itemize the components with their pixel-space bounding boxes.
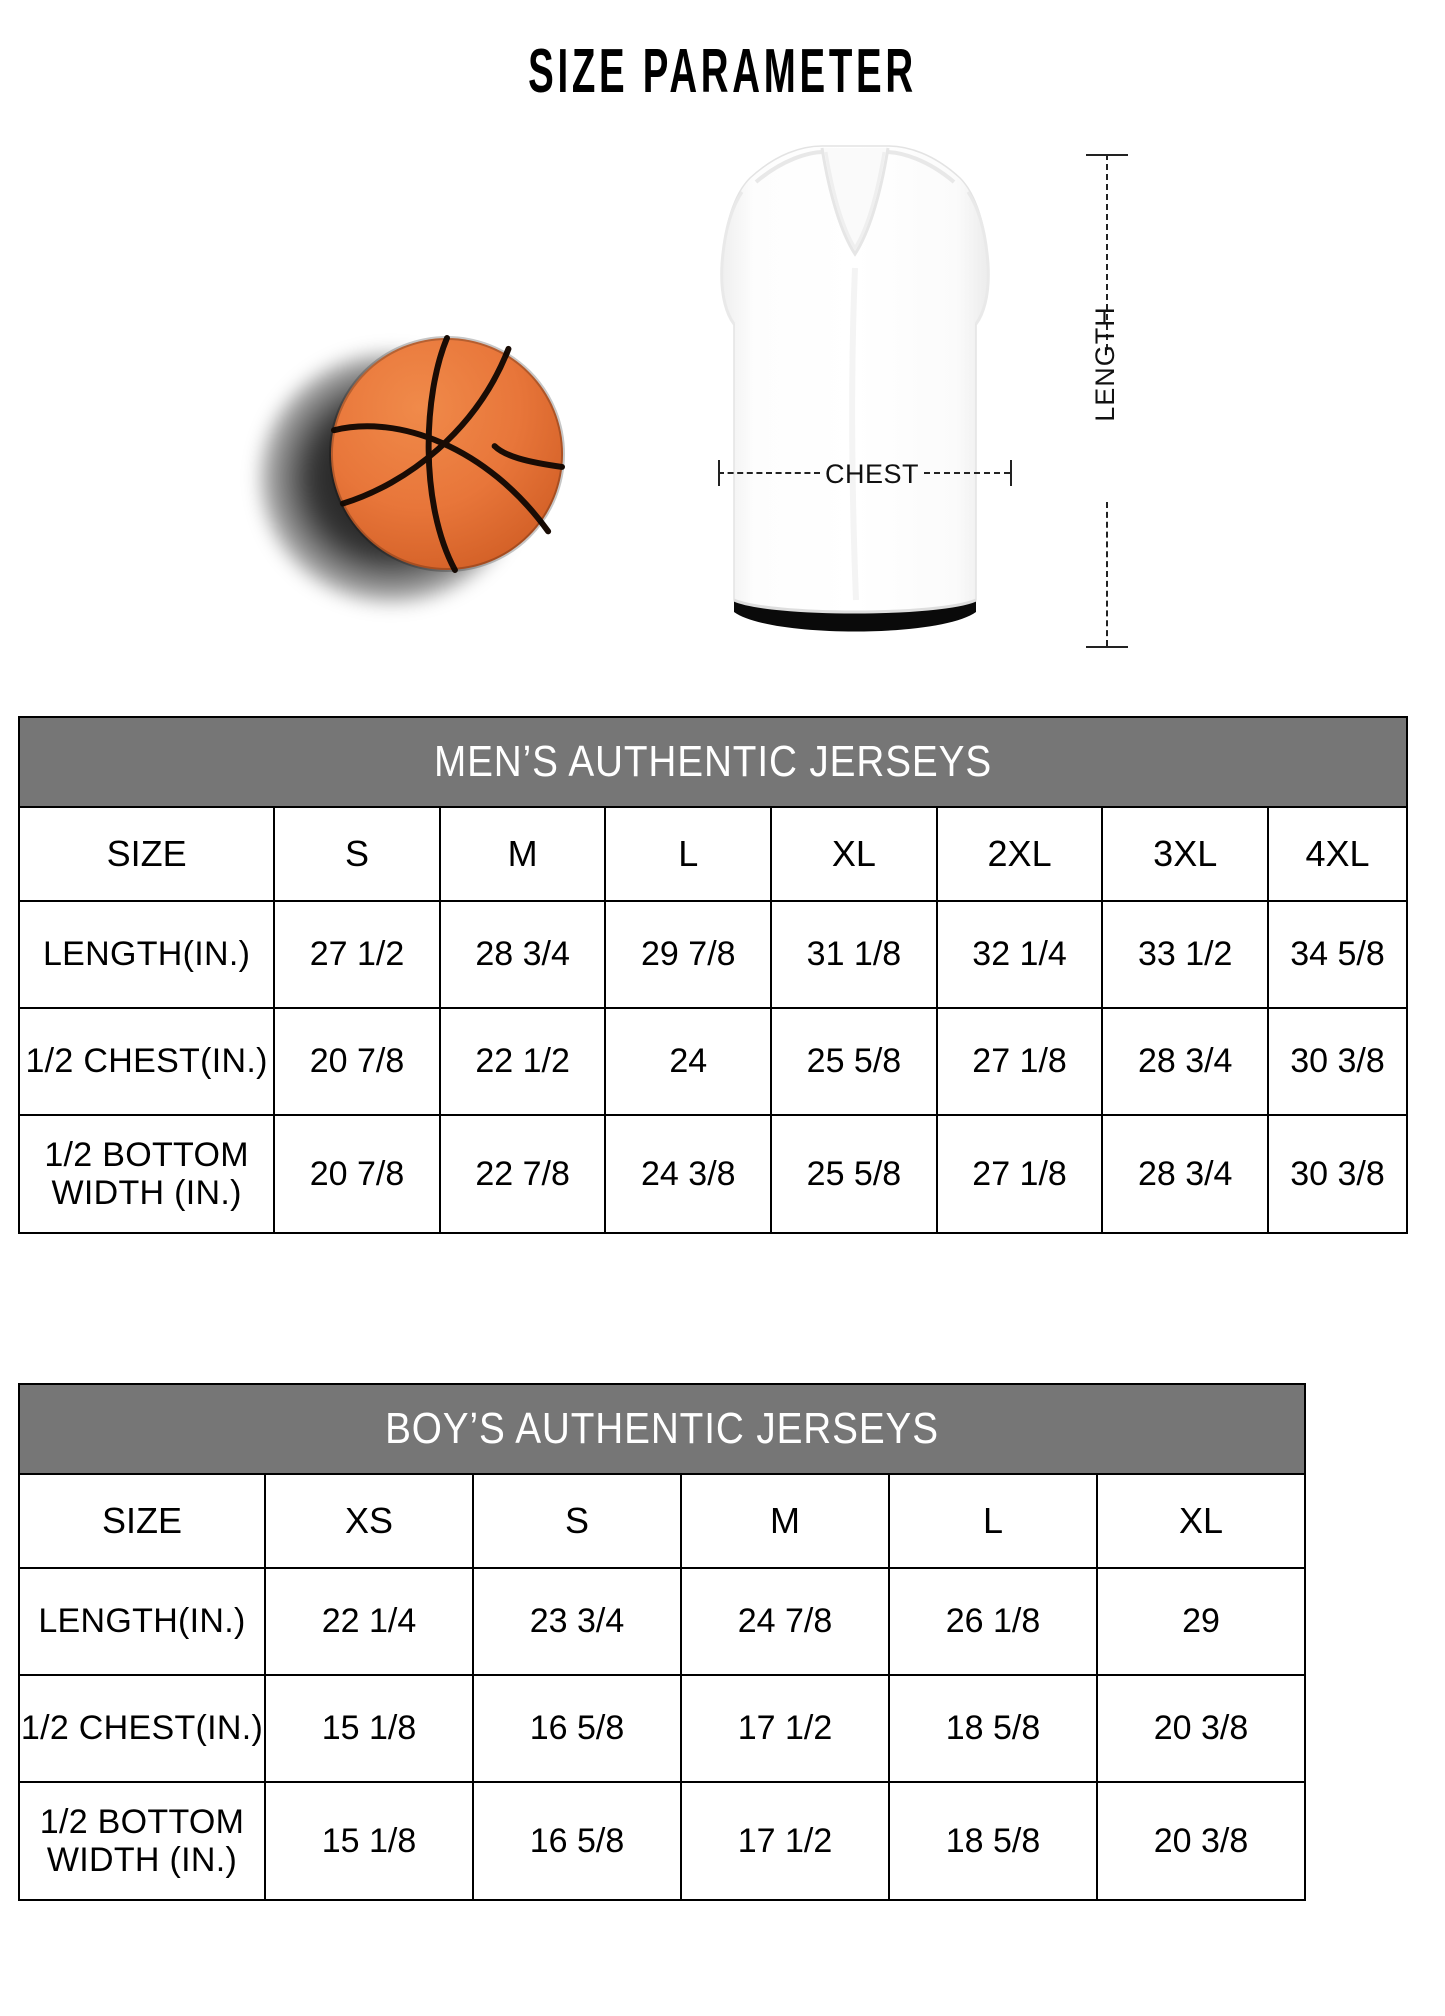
table-row: 1/2 CHEST(IN.) 15 1/8 16 5/8 17 1/2 18 5… (18, 1674, 1307, 1783)
boys-length-xs: 22 1/4 (264, 1567, 474, 1676)
mens-size-table: MEN’S AUTHENTIC JERSEYS SIZE S M L XL 2X… (17, 716, 1408, 1234)
mens-row-label-bottom-line2: WIDTH (IN.) (51, 1174, 242, 1212)
mens-size-3xl: 3XL (1101, 806, 1270, 902)
illustration-band: CHEST LENGTH (0, 130, 1445, 690)
mens-length-m: 28 3/4 (438, 900, 607, 1009)
mens-bottom-m: 22 7/8 (438, 1114, 607, 1234)
mens-row-label-chest: 1/2 CHEST(IN.) (17, 1007, 276, 1116)
mens-bottom-4xl: 30 3/8 (1267, 1114, 1408, 1234)
basketball-icon (328, 335, 566, 573)
mens-length-2xl: 32 1/4 (935, 900, 1104, 1009)
boys-chest-l: 18 5/8 (888, 1674, 1098, 1783)
boys-size-xs: XS (264, 1473, 474, 1569)
mens-row-label-bottom-width: 1/2 BOTTOM WIDTH (IN.) (17, 1114, 276, 1234)
mens-row-label-length: LENGTH(IN.) (17, 900, 276, 1009)
mens-bottom-s: 20 7/8 (273, 1114, 441, 1234)
boys-row-label-bottom-width: 1/2 BOTTOM WIDTH (IN.) (18, 1781, 266, 1901)
mens-chest-m: 22 1/2 (438, 1007, 607, 1116)
length-label: LENGTH (1090, 306, 1120, 422)
boys-length-l: 26 1/8 (888, 1567, 1098, 1676)
length-dimension: LENGTH (1060, 150, 1140, 650)
mens-length-l: 29 7/8 (604, 900, 773, 1009)
boys-size-table: BOY’S AUTHENTIC JERSEYS SIZE XS S M L XL… (17, 1383, 1307, 1901)
length-line-top (1106, 154, 1108, 350)
length-line-bottom (1106, 502, 1108, 646)
chest-label: CHEST (824, 459, 919, 489)
table-row: 1/2 CHEST(IN.) 20 7/8 22 1/2 24 25 5/8 2… (17, 1007, 1408, 1116)
mens-chest-3xl: 28 3/4 (1101, 1007, 1270, 1116)
mens-chest-l: 24 (604, 1007, 773, 1116)
boys-size-l: L (888, 1473, 1098, 1569)
chest-line-right (924, 472, 1010, 474)
mens-length-s: 27 1/2 (273, 900, 441, 1009)
boys-size-xl: XL (1095, 1473, 1307, 1569)
length-cap-bottom (1086, 646, 1128, 648)
boys-bottom-s: 16 5/8 (472, 1781, 682, 1901)
table-row: 1/2 BOTTOM WIDTH (IN.) 20 7/8 22 7/8 24 … (17, 1114, 1408, 1234)
chest-cap-right (1010, 460, 1012, 486)
boys-chest-xl: 20 3/8 (1095, 1674, 1307, 1783)
mens-chest-2xl: 27 1/8 (935, 1007, 1104, 1116)
basketball-illustration (260, 335, 590, 635)
boys-banner-text: BOY’S AUTHENTIC JERSEYS (385, 1404, 939, 1453)
boys-bottom-xl: 20 3/8 (1095, 1781, 1307, 1901)
mens-bottom-xl: 25 5/8 (770, 1114, 938, 1234)
boys-bottom-xs: 15 1/8 (264, 1781, 474, 1901)
mens-banner-cell: MEN’S AUTHENTIC JERSEYS (18, 716, 1408, 808)
boys-size-m: M (680, 1473, 890, 1569)
mens-chest-s: 20 7/8 (273, 1007, 441, 1116)
boys-chest-m: 17 1/2 (680, 1674, 890, 1783)
boys-bottom-l: 18 5/8 (888, 1781, 1098, 1901)
boys-size-label: SIZE (18, 1473, 266, 1569)
table-row: 1/2 BOTTOM WIDTH (IN.) 15 1/8 16 5/8 17 … (18, 1781, 1307, 1901)
boys-chest-xs: 15 1/8 (264, 1674, 474, 1783)
boys-row-label-bottom-line1: 1/2 BOTTOM (39, 1802, 245, 1841)
mens-bottom-3xl: 28 3/4 (1101, 1114, 1270, 1234)
mens-size-4xl: 4XL (1267, 806, 1408, 902)
mens-length-xl: 31 1/8 (770, 900, 938, 1009)
mens-bottom-l: 24 3/8 (604, 1114, 773, 1234)
boys-length-s: 23 3/4 (472, 1567, 682, 1676)
mens-bottom-2xl: 27 1/8 (935, 1114, 1104, 1234)
jersey-icon (720, 145, 990, 632)
mens-size-xl: XL (770, 806, 938, 902)
mens-size-l: L (604, 806, 773, 902)
mens-length-3xl: 33 1/2 (1101, 900, 1270, 1009)
boys-size-header-row: SIZE XS S M L XL (18, 1473, 1307, 1569)
table-row: LENGTH(IN.) 27 1/2 28 3/4 29 7/8 31 1/8 … (17, 900, 1408, 1009)
boys-length-m: 24 7/8 (680, 1567, 890, 1676)
mens-size-2xl: 2XL (935, 806, 1104, 902)
boys-row-label-bottom-line2: WIDTH (IN.) (46, 1841, 238, 1879)
boys-bottom-m: 17 1/2 (680, 1781, 890, 1901)
mens-banner-text: MEN’S AUTHENTIC JERSEYS (433, 737, 993, 786)
chest-line-left (718, 472, 820, 474)
table-row: LENGTH(IN.) 22 1/4 23 3/4 24 7/8 26 1/8 … (18, 1567, 1307, 1676)
mens-size-m: M (438, 806, 607, 902)
mens-size-header-row: SIZE S M L XL 2XL 3XL 4XL (17, 806, 1408, 902)
boys-table-banner: BOY’S AUTHENTIC JERSEYS (17, 1383, 1307, 1475)
boys-row-label-chest: 1/2 CHEST(IN.) (18, 1674, 266, 1783)
boys-length-xl: 29 (1095, 1567, 1307, 1676)
mens-chest-xl: 25 5/8 (770, 1007, 938, 1116)
boys-banner-cell: BOY’S AUTHENTIC JERSEYS (17, 1383, 1307, 1475)
mens-length-4xl: 34 5/8 (1267, 900, 1408, 1009)
mens-table-banner: MEN’S AUTHENTIC JERSEYS (18, 716, 1408, 808)
boys-chest-s: 16 5/8 (472, 1674, 682, 1783)
mens-size-s: S (273, 806, 441, 902)
mens-chest-4xl: 30 3/8 (1267, 1007, 1408, 1116)
chest-dimension: CHEST (712, 458, 1012, 489)
mens-row-label-bottom-line1: 1/2 BOTTOM (44, 1135, 249, 1174)
page-title: SIZE PARAMETER (528, 37, 917, 106)
boys-row-label-length: LENGTH(IN.) (18, 1567, 266, 1676)
boys-size-s: S (472, 1473, 682, 1569)
mens-size-label: SIZE (17, 806, 276, 902)
